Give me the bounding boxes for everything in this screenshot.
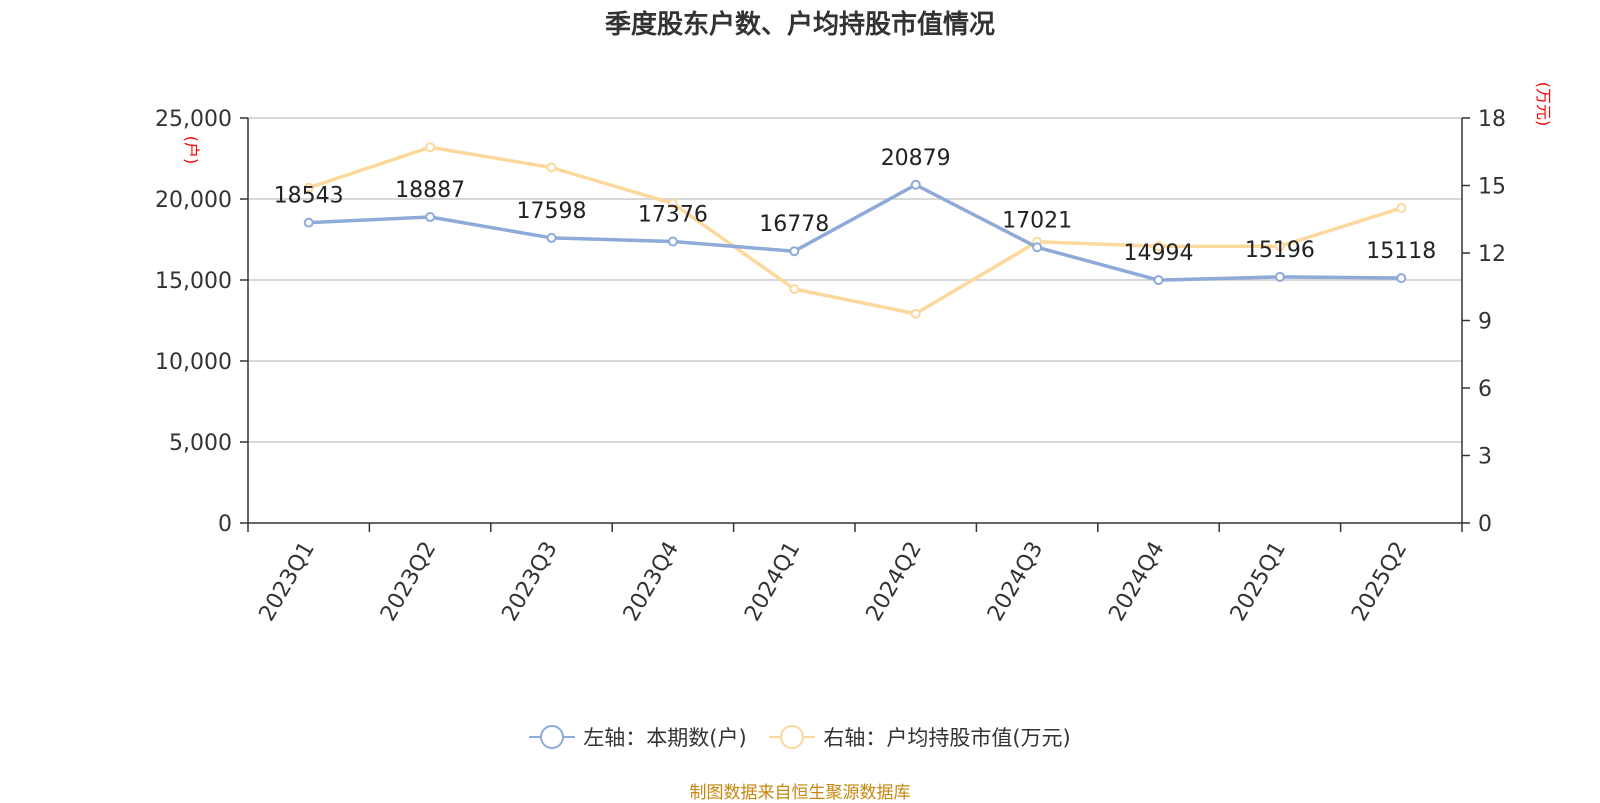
right-axis-tick-label: 12: [1478, 242, 1506, 267]
data-point-right: [1396, 203, 1407, 213]
grid-layer: [248, 117, 1462, 443]
data-point-right: [303, 182, 314, 193]
x-axis-tick-label: 2024Q3: [983, 538, 1048, 626]
data-point-left: [1153, 275, 1164, 286]
left-axis-tick-label: 0: [218, 512, 232, 537]
right-axis-tick-label: 15: [1478, 175, 1506, 200]
x-axis-tick-label: 2023Q1: [255, 538, 320, 626]
x-axis-tick-label: 2024Q2: [862, 538, 927, 626]
data-source-note: 制图数据来自恒生聚源数据库: [689, 783, 911, 803]
series-line-right: [308, 145, 1402, 316]
x-axis-tick-label: 2024Q1: [740, 538, 805, 626]
data-point-left: [425, 212, 436, 223]
legend-swatch-right: [769, 725, 816, 749]
x-axis-tick-label: 2023Q3: [497, 538, 562, 626]
x-axis-tick-label: 2024Q4: [1104, 538, 1169, 626]
chart-title: 季度股东户数、户均持股市值情况: [604, 10, 995, 40]
legend-item-left[interactable]: 左轴：本期数(户): [529, 722, 747, 752]
series-layer: [303, 142, 1407, 319]
x-axis-tick-label: 2025Q2: [1347, 538, 1412, 626]
axis-layer: 0 5,000 10,000 15,000 20,000 25,000 0 3 6 9 12 15 18…: [155, 82, 1553, 626]
data-point-left: [910, 179, 921, 190]
data-point-left: [1274, 271, 1285, 282]
x-axis-tick-label: 2023Q2: [376, 538, 441, 626]
right-axis-tick-label: 6: [1478, 377, 1492, 402]
data-point-left: [303, 217, 314, 228]
data-point-right: [789, 284, 800, 294]
data-label: 17021: [1002, 208, 1072, 233]
label-layer: 18543 18887 17598 17376 16778 20879 17021 14994…: [274, 146, 1437, 266]
data-label: 15196: [1245, 238, 1315, 263]
right-axis-tick-label: 0: [1478, 512, 1492, 537]
data-label: 17598: [517, 199, 587, 224]
data-point-right: [425, 142, 436, 153]
data-label: 20879: [881, 146, 951, 171]
right-axis-tick-label: 9: [1478, 310, 1492, 335]
x-axis-tick-label: 2023Q4: [619, 538, 684, 626]
legend-label-left: 左轴：本期数(户): [583, 726, 747, 750]
left-axis-tick-label: 25,000: [155, 107, 232, 132]
legend-label-right: 右轴：户均持股市值(万元): [823, 726, 1071, 750]
data-point-right: [1153, 241, 1164, 252]
x-axis-tick-label: 2025Q1: [1226, 538, 1291, 626]
data-point-left: [667, 236, 678, 247]
series-line-left: [308, 183, 1402, 282]
data-point-right: [546, 162, 557, 173]
chart-legend: 左轴：本期数(户) 右轴：户均持股市值(万元): [0, 722, 1600, 754]
data-label: 17376: [638, 203, 708, 228]
legend-item-right[interactable]: 右轴：户均持股市值(万元): [769, 722, 1071, 752]
data-point-left: [1032, 242, 1043, 253]
data-point-left: [546, 232, 557, 243]
right-axis-unit-label: (万元): [1534, 82, 1553, 127]
left-axis-tick-label: 15,000: [155, 269, 232, 294]
data-label: 16778: [759, 212, 829, 237]
left-axis-tick-label: 5,000: [169, 431, 232, 456]
data-label: 18543: [274, 184, 344, 209]
right-axis-tick-label: 18: [1478, 107, 1506, 132]
data-label: 18887: [395, 178, 465, 203]
legend-swatch-left: [529, 725, 576, 749]
data-point-left: [789, 246, 800, 257]
data-point-right: [910, 308, 921, 319]
left-axis-tick-label: 10,000: [155, 350, 232, 375]
data-point-right: [1274, 241, 1285, 252]
right-axis-tick-label: 3: [1478, 445, 1492, 470]
left-axis-unit-label: (户): [182, 136, 201, 165]
data-point-left: [1396, 273, 1407, 284]
left-axis-tick-label: 20,000: [155, 188, 232, 213]
data-label: 14994: [1124, 241, 1194, 266]
data-label: 15118: [1366, 239, 1436, 264]
data-point-right: [667, 198, 678, 209]
